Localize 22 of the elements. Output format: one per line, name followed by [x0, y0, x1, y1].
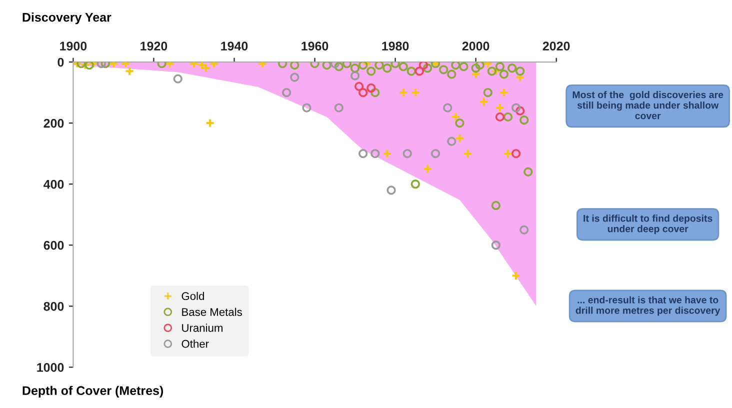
y-tick-label: 600: [44, 240, 64, 250]
x-tick-label: 1940: [221, 42, 248, 51]
text: It is difficult to find deposits under deep cover: [584, 214, 712, 234]
legend-label: Uranium: [182, 324, 222, 332]
legend-label: Base Metals: [182, 308, 242, 316]
y-tick-label: 200: [44, 118, 64, 128]
x-tick-label: 2000: [462, 42, 490, 51]
legend-label: Gold: [182, 292, 204, 300]
y-tick-label: 800: [44, 302, 64, 311]
x-tick-label: 1960: [302, 42, 328, 51]
x-axis-title: Discovery Year: [22, 12, 112, 24]
y-tick-label: 400: [44, 180, 64, 189]
text: Most of the gold discoveries are still being made under shallow cover: [572, 91, 724, 120]
y-axis-title: Depth of Cover (Metres): [22, 386, 164, 398]
x-tick-label: 1900: [60, 42, 87, 51]
y-tick-label: 1000: [37, 363, 64, 372]
text: ... end-result is that we have to drill more metres per discovery: [576, 296, 720, 316]
legend-label: Other: [182, 340, 209, 348]
x-tick-label: 1920: [140, 42, 168, 51]
x-tick-label: 2020: [542, 42, 570, 51]
x-tick-label: 1980: [382, 42, 409, 51]
y-tick-label: 0: [58, 58, 64, 67]
